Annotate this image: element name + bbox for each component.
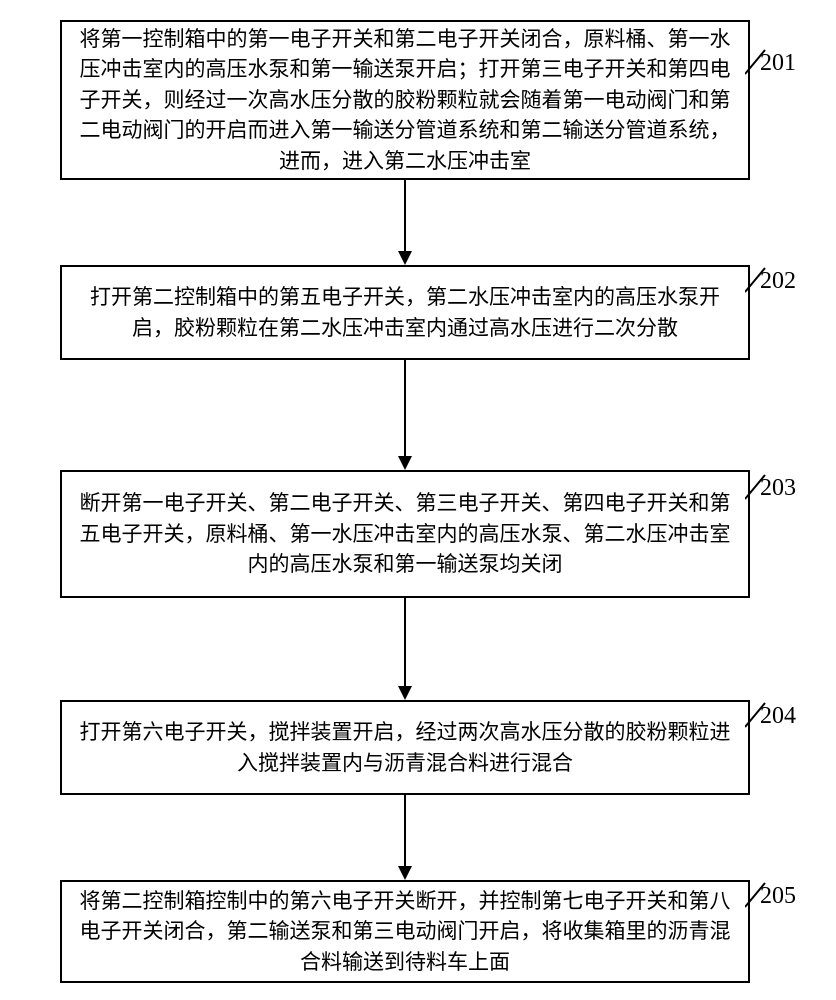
- flow-step-202: 打开第二控制箱中的第五电子开关，第二水压冲击室内的高压水泵开启，胶粉颗粒在第二水…: [60, 265, 750, 360]
- flow-step-203: 断开第一电子开关、第二电子开关、第三电子开关、第四电子开关和第五电子开关，原料桶…: [60, 470, 750, 598]
- flow-step-201: 将第一控制箱中的第一电子开关和第二电子开关闭合，原料桶、第一水压冲击室内的高压水…: [60, 20, 750, 180]
- flow-step-205: 将第二控制箱控制中的第六电子开关断开，并控制第七电子开关和第八电子开关闭合，第二…: [60, 880, 750, 983]
- flow-arrow-head-icon: [398, 866, 412, 880]
- flow-arrow-line: [404, 180, 406, 251]
- label-leader-line: [745, 44, 785, 84]
- flowchart-canvas: 将第一控制箱中的第一电子开关和第二电子开关闭合，原料桶、第一水压冲击室内的高压水…: [0, 0, 836, 1000]
- flow-arrow-head-icon: [398, 456, 412, 470]
- flow-arrow-line: [404, 795, 406, 866]
- flow-arrow-head-icon: [398, 251, 412, 265]
- flow-arrow-head-icon: [398, 686, 412, 700]
- flow-step-204: 打开第六电子开关，搅拌装置开启，经过两次高水压分散的胶粉颗粒进入搅拌装置内与沥青…: [60, 700, 750, 795]
- flow-step-text: 打开第六电子开关，搅拌装置开启，经过两次高水压分散的胶粉颗粒进入搅拌装置内与沥青…: [76, 717, 734, 778]
- flow-step-text: 将第二控制箱控制中的第六电子开关断开，并控制第七电子开关和第八电子开关闭合，第二…: [76, 886, 734, 977]
- flow-arrow-line: [404, 360, 406, 456]
- flow-arrow-line: [404, 598, 406, 686]
- flow-step-text: 打开第二控制箱中的第五电子开关，第二水压冲击室内的高压水泵开启，胶粉颗粒在第二水…: [76, 282, 734, 343]
- flow-step-text: 将第一控制箱中的第一电子开关和第二电子开关闭合，原料桶、第一水压冲击室内的高压水…: [76, 24, 734, 176]
- label-leader-line: [745, 469, 785, 509]
- label-leader-line: [745, 262, 785, 302]
- flow-step-text: 断开第一电子开关、第二电子开关、第三电子开关、第四电子开关和第五电子开关，原料桶…: [76, 488, 734, 579]
- label-leader-line: [745, 697, 785, 737]
- label-leader-line: [745, 877, 785, 917]
